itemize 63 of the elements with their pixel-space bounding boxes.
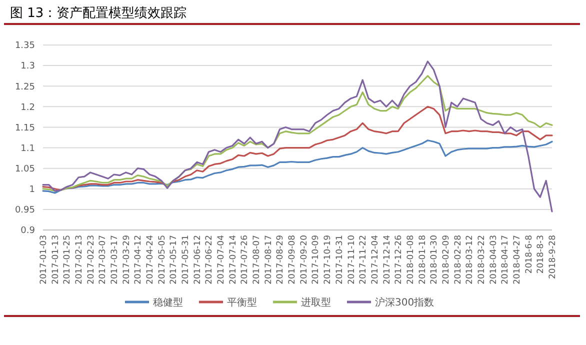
- x-tick-label: 2018-01-08: [406, 235, 416, 284]
- x-tick-label: 2018-04-27: [512, 235, 522, 284]
- x-tick-label: 2017-07-26: [240, 235, 250, 284]
- x-tick-label: 2017-04-12: [134, 235, 144, 284]
- y-tick-label: 0.95: [14, 206, 35, 216]
- x-tick-label: 2017-09-20: [299, 235, 310, 284]
- x-tick-label: 2017-12-14: [382, 235, 392, 284]
- line-series: [42, 140, 553, 194]
- y-tick-label: 1.3: [20, 62, 35, 72]
- x-tick-label: 2018-8-3: [536, 235, 546, 274]
- legend-label: 沪深300指数: [375, 296, 434, 308]
- x-tick-label: 2017-11-22: [358, 235, 369, 284]
- x-tick-label: 2018-01-18: [418, 235, 428, 284]
- x-tick-label: 2018-04-03: [488, 235, 499, 284]
- x-tick-label: 2018-03-12: [465, 235, 476, 284]
- x-tick-label: 2017-10-09: [311, 235, 322, 284]
- line-series: [42, 60, 553, 212]
- x-tick-label: 2017-03-17: [110, 235, 120, 284]
- y-tick-label: 1.05: [14, 164, 35, 174]
- x-tick-label: 2017-10-31: [334, 235, 345, 284]
- y-tick-label: 1.25: [14, 82, 35, 92]
- x-tick-label: 2017-09-08: [288, 235, 298, 284]
- y-tick-label: 1.15: [14, 123, 35, 134]
- x-tick-label: 2017-07-04: [216, 235, 227, 284]
- x-tick-label: 2017-10-19: [323, 235, 334, 284]
- x-tick-label: 2018-02-09: [441, 235, 452, 284]
- x-tick-label: 2017-03-29: [122, 235, 132, 284]
- y-tick-label: 1.35: [14, 41, 35, 52]
- x-tick-label: 2017-05-05: [157, 235, 168, 284]
- x-tick-label: 2017-06-12: [192, 235, 203, 284]
- y-tick-label: 0.9: [20, 226, 36, 236]
- legend-label: 稳健型: [153, 296, 183, 308]
- x-tick-label: 2017-07-14: [228, 235, 238, 284]
- legend-label: 平衡型: [227, 296, 257, 308]
- x-tick-label: 2017-11-10: [346, 235, 357, 284]
- x-tick-label: 2018-04-17: [500, 235, 511, 284]
- x-tick-label: 2017-01-25: [62, 235, 73, 284]
- x-tick-label: 2017-05-17: [169, 235, 180, 284]
- legend-label: 进取型: [301, 296, 331, 308]
- x-tick-label: 2018-02-28: [453, 235, 464, 284]
- x-tick-label: 2017-02-13: [74, 235, 84, 284]
- y-tick-label: 1.1: [20, 144, 35, 154]
- x-tick-label: 2017-06-22: [204, 235, 215, 284]
- y-tick-label: 1.2: [20, 102, 35, 113]
- x-tick-label: 2018-9-28: [548, 235, 558, 279]
- x-tick-label: 2017-03-07: [98, 235, 108, 284]
- chart-title: 图 13：资产配置模型绩效跟踪: [10, 6, 187, 21]
- x-tick-label: 2017-01-13: [50, 235, 61, 284]
- line-series: [42, 106, 553, 191]
- x-tick-label: 2017-01-03: [38, 235, 49, 284]
- x-tick-label: 2017-08-17: [264, 235, 274, 284]
- x-tick-label: 2018-03-22: [476, 235, 487, 284]
- line-series: [42, 75, 553, 192]
- x-tick-label: 2017-04-24: [146, 235, 156, 284]
- x-tick-label: 2017-12-26: [394, 235, 404, 284]
- y-tick-label: 1: [29, 185, 35, 196]
- x-tick-label: 2017-12-04: [370, 235, 380, 284]
- x-tick-label: 2017-08-29: [276, 235, 286, 284]
- x-tick-label: 2017-08-07: [252, 235, 262, 284]
- x-tick-label: 2017-05-31: [181, 235, 192, 284]
- x-tick-label: 2018-6-8: [524, 235, 534, 274]
- x-tick-label: 2018-01-30: [430, 235, 440, 284]
- x-tick-label: 2017-02-23: [86, 235, 96, 284]
